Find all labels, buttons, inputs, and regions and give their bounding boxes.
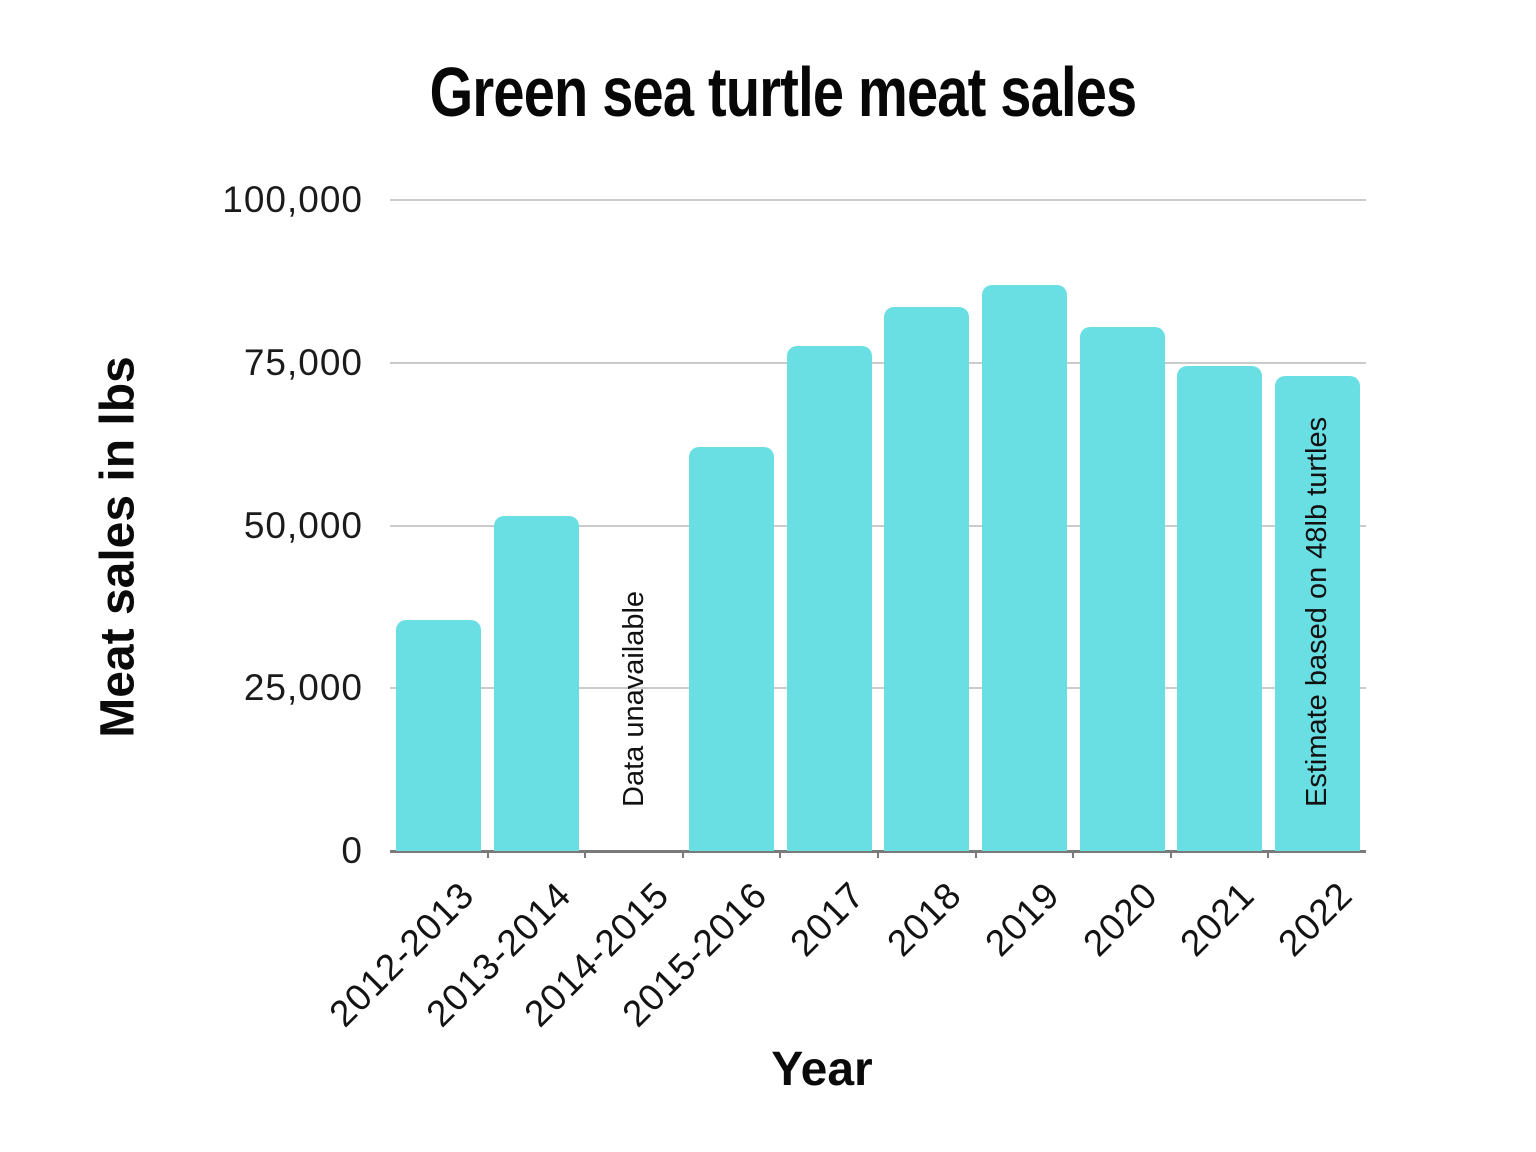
x-tick-mark: [486, 852, 489, 858]
x-tick-label-2021: 2021: [1172, 874, 1263, 965]
x-tick-mark: [1072, 852, 1075, 858]
chart-title: Green sea turtle meat sales: [429, 53, 1138, 131]
y-tick-label-25000: 25,000: [243, 667, 363, 709]
bar-2012-2013: [396, 620, 482, 851]
x-axis-title: Year: [771, 1043, 873, 1096]
x-tick-mark: [1169, 852, 1172, 858]
y-axis-title: Meat sales in lbs: [91, 356, 145, 738]
bar-2017: [786, 346, 872, 851]
gridline-75000: [390, 361, 1366, 364]
gridline-50000: [390, 524, 1366, 527]
x-tick-label-2022: 2022: [1270, 874, 1361, 965]
gridline-100000: [390, 199, 1366, 201]
y-tick-label-100000: 100,000: [222, 179, 363, 220]
bar-2015-2016: [689, 447, 775, 851]
bar-2018: [884, 307, 970, 851]
y-tick-label-75000: 75,000: [243, 341, 363, 383]
bar-2021: [1177, 366, 1263, 851]
annotation-2022: Estimate based on 48lb turtles: [1301, 416, 1334, 807]
bar-2020: [1079, 327, 1165, 851]
y-tick-label-50000: 50,000: [243, 504, 363, 546]
x-axis-line: [390, 850, 1366, 853]
x-tick-mark: [1267, 852, 1270, 858]
x-tick-mark: [877, 852, 879, 858]
bar-2019: [981, 285, 1067, 851]
x-tick-label-2017: 2017: [782, 874, 873, 965]
x-tick-label-2018: 2018: [879, 874, 970, 965]
y-tick-label-0: 0: [341, 830, 363, 871]
x-tick-mark: [584, 852, 587, 858]
x-tick-label-2019: 2019: [977, 874, 1068, 965]
x-tick-label-2020: 2020: [1074, 874, 1165, 965]
annotation-2014-2015: Data unavailable: [618, 590, 650, 807]
x-tick-mark: [681, 852, 684, 858]
gridline-25000: [390, 687, 1366, 690]
x-tick-mark: [779, 852, 782, 858]
bar-2022: [1274, 376, 1360, 851]
x-tick-mark: [974, 852, 977, 858]
bar-2013-2014: [493, 516, 579, 851]
